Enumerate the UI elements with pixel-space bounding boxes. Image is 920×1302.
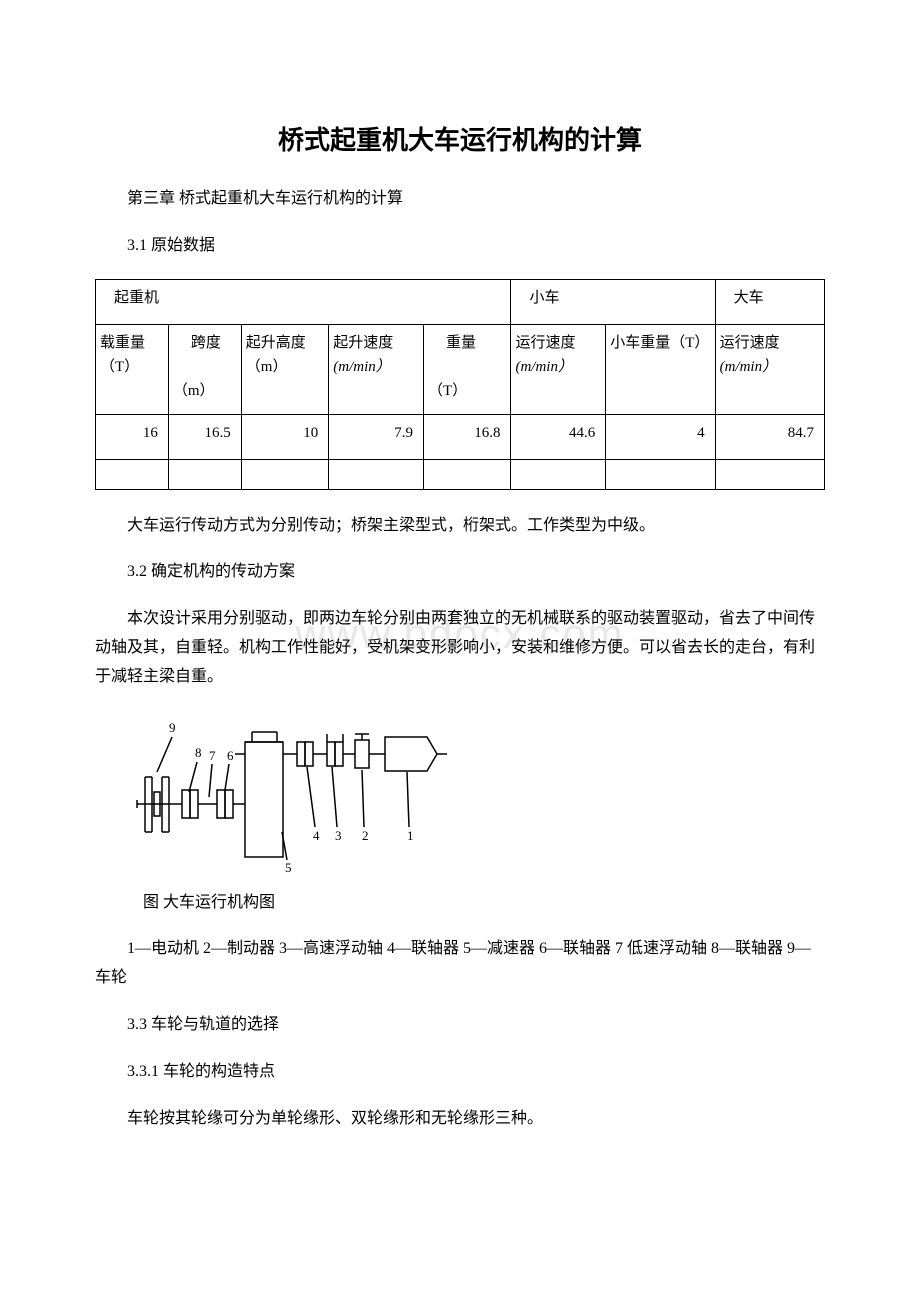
val-lift-speed: 7.9 <box>329 414 424 459</box>
section-3-3-1: 3.3.1 车轮的构造特点 <box>95 1058 825 1087</box>
data-table: 起重机 小车 大车 载重量（T） 跨度（m） 起升高度（m） 起升速度(m/mi… <box>95 279 825 490</box>
val-weight: 16.8 <box>424 414 511 459</box>
table-header-row: 起重机 小车 大车 <box>96 279 825 324</box>
svg-text:3: 3 <box>335 828 342 843</box>
svg-text:9: 9 <box>169 720 176 735</box>
table-empty-row <box>96 459 825 489</box>
svg-text:4: 4 <box>313 828 320 843</box>
component-list: 1—电动机 2—制动器 3—高速浮动轴 4—联轴器 5—减速器 6—联轴器 7 … <box>95 935 825 993</box>
document-title: 桥式起重机大车运行机构的计算 <box>95 120 825 157</box>
header-trolley: 小车 <box>511 279 715 324</box>
val-load: 16 <box>96 414 169 459</box>
table-label-row: 载重量（T） 跨度（m） 起升高度（m） 起升速度(m/min） 重量（T） 运… <box>96 324 825 414</box>
svg-text:1: 1 <box>407 828 414 843</box>
svg-text:5: 5 <box>285 860 292 875</box>
val-cart-speed: 84.7 <box>715 414 824 459</box>
col-load: 载重量（T） <box>96 324 169 414</box>
svg-text:2: 2 <box>362 828 369 843</box>
header-cart: 大车 <box>715 279 824 324</box>
svg-text:8: 8 <box>195 745 202 760</box>
section-3-1: 3.1 原始数据 <box>95 232 825 261</box>
col-lift-speed: 起升速度(m/min） <box>329 324 424 414</box>
val-lift-height: 10 <box>241 414 328 459</box>
col-trolley-speed: 运行速度(m/min） <box>511 324 606 414</box>
figure-caption: 图 大车运行机构图 <box>95 889 825 918</box>
col-span: 跨度（m） <box>168 324 241 414</box>
svg-text:6: 6 <box>227 748 234 763</box>
val-trolley-speed: 44.6 <box>511 414 606 459</box>
col-lift-height: 起升高度（m） <box>241 324 328 414</box>
col-weight: 重量（T） <box>424 324 511 414</box>
paragraph-transmission: 大车运行传动方式为分别传动；桥架主梁型式，桁架式。工作类型为中级。 <box>95 512 825 541</box>
section-3-3: 3.3 车轮与轨道的选择 <box>95 1011 825 1040</box>
col-cart-speed: 运行速度(m/min） <box>715 324 824 414</box>
paragraph-design: 本次设计采用分别驱动，即两边车轮分别由两套独立的无机械联系的驱动装置驱动，省去了… <box>95 605 825 691</box>
section-3-2: 3.2 确定机构的传动方案 <box>95 558 825 587</box>
svg-text:7: 7 <box>209 748 216 763</box>
val-span: 16.5 <box>168 414 241 459</box>
paragraph-wheel: 车轮按其轮缘可分为单轮缘形、双轮缘形和无轮缘形三种。 <box>95 1105 825 1134</box>
header-crane: 起重机 <box>96 279 511 324</box>
chapter-heading: 第三章 桥式起重机大车运行机构的计算 <box>95 185 825 214</box>
mechanism-diagram: 9 8 <box>127 712 447 877</box>
col-trolley-weight: 小车重量（T） <box>606 324 715 414</box>
table-data-row: 16 16.5 10 7.9 16.8 44.6 4 84.7 <box>96 414 825 459</box>
val-trolley-weight: 4 <box>606 414 715 459</box>
